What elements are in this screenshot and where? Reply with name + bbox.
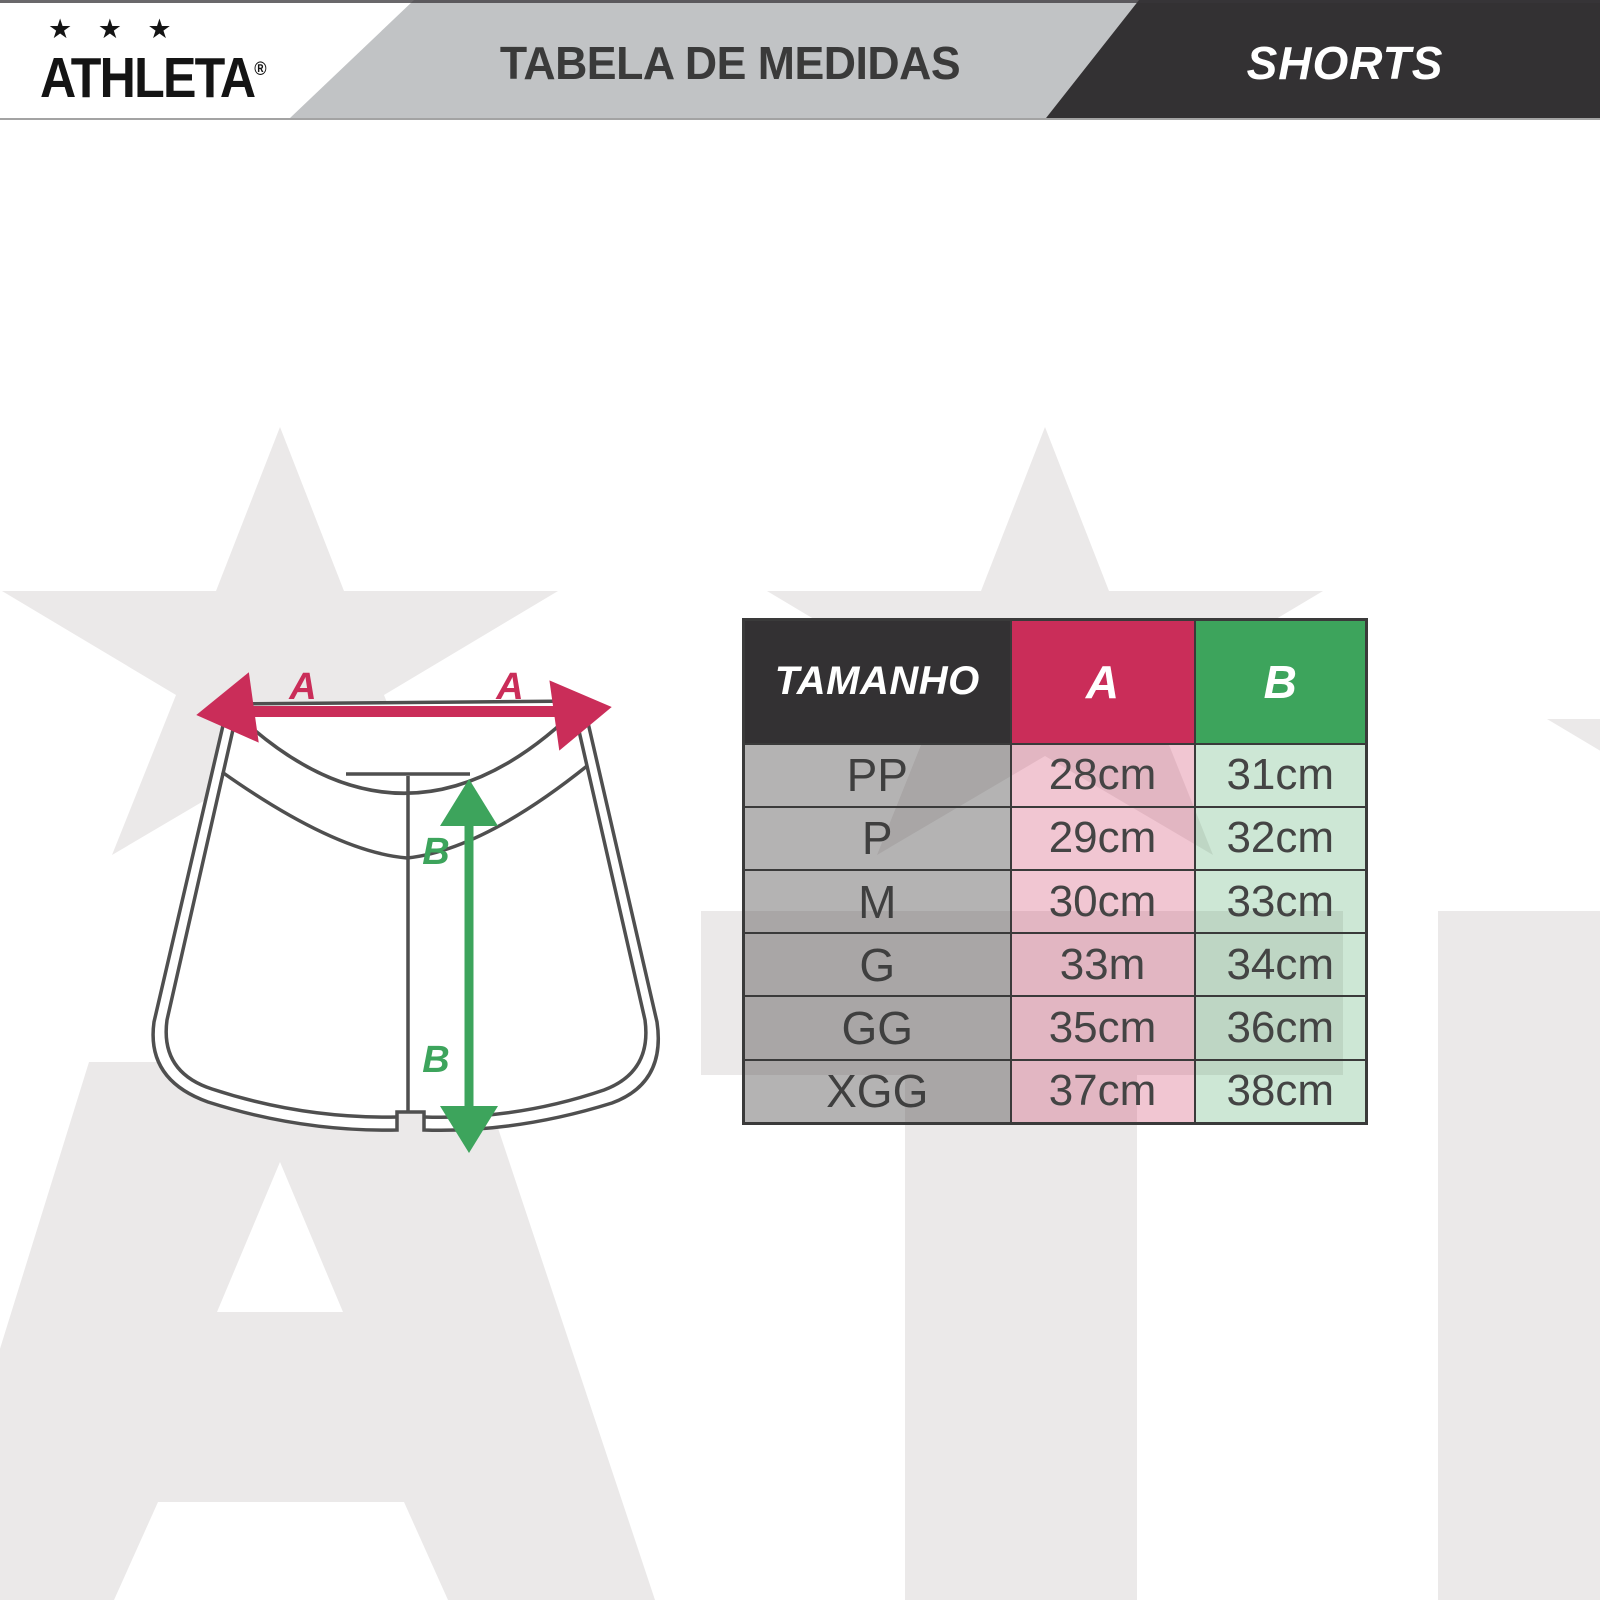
page-title: TABELA DE MEDIDAS [499,37,961,89]
table-row: P 29cm 32cm [742,805,1368,871]
cell-a: 35cm [1009,995,1196,1061]
watermark-star-right [1547,719,1600,751]
cell-a: 28cm [1009,742,1196,808]
cell-size: PP [742,742,1012,808]
table-row: M 30cm 33cm [742,868,1368,935]
label-b-lower: B [422,1039,449,1081]
table-header-row: TAMANHO A B [742,618,1368,745]
registered-mark: ® [254,59,267,80]
shorts-outline [151,699,660,1133]
label-a-right: A [495,666,523,708]
cell-b: 36cm [1193,995,1368,1061]
arrow-b-head-top [440,779,498,826]
shorts-diagram [151,699,660,1133]
size-table: TAMANHO A B PP 28cm 31cm P 29cm 32cm M 3… [742,618,1368,1125]
table-row: XGG 37cm 38cm [742,1058,1368,1125]
cell-b: 32cm [1193,805,1368,871]
logo-brand-text: ATHLETA [40,46,256,110]
table-row: GG 35cm 36cm [742,995,1368,1061]
label-b-upper: B [422,831,449,873]
header-top-line [0,0,1600,3]
cell-a: 37cm [1009,1058,1196,1125]
cell-size: M [742,868,1012,935]
measure-a-arrow [196,672,612,751]
column-header-a: A [1009,618,1196,745]
cell-size: GG [742,995,1012,1061]
table-row: G 33m 34cm [742,932,1368,998]
cell-size: XGG [742,1058,1012,1125]
logo-brand-name: ATHLETA® [40,44,267,107]
cell-size: P [742,805,1012,871]
table-row: PP 28cm 31cm [742,742,1368,808]
column-header-tamanho: TAMANHO [742,618,1012,745]
product-name: SHORTS [1246,37,1444,89]
logo-stars-icon: ★ ★ ★ [48,14,181,44]
watermark-star-left [2,427,558,855]
watermark-letter-h [1438,911,1600,1600]
cell-b: 31cm [1193,742,1368,808]
cell-size: G [742,932,1012,998]
cell-a: 29cm [1009,805,1196,871]
cell-a: 33m [1009,932,1196,998]
cell-b: 38cm [1193,1058,1368,1125]
header-divider [0,118,1600,120]
athleta-logo: ★ ★ ★ ATHLETA® [40,14,298,107]
arrow-a-shaft [218,706,590,717]
label-a-left: A [288,666,316,708]
arrow-a-head-left [196,672,259,743]
measure-b-arrow [440,779,498,1153]
watermark-letter-t [701,911,1343,1600]
shorts-inner-seam-left [164,711,398,1119]
column-header-b: B [1193,618,1368,745]
cell-a: 30cm [1009,868,1196,935]
watermark-letters [0,911,1600,1600]
arrow-b-shaft [464,812,474,1112]
header-gray-band [290,0,1139,118]
cell-b: 33cm [1193,868,1368,935]
watermark-letter-a [0,1062,655,1600]
waistband-upper-curve [226,701,585,795]
arrow-b-head-bottom [440,1106,498,1153]
arrow-a-head-right [549,680,612,751]
header-dark-band [1046,0,1600,118]
header-banner: ★ ★ ★ ATHLETA® TABELA DE MEDIDAS SHORTS [0,0,1600,118]
cell-b: 34cm [1193,932,1368,998]
